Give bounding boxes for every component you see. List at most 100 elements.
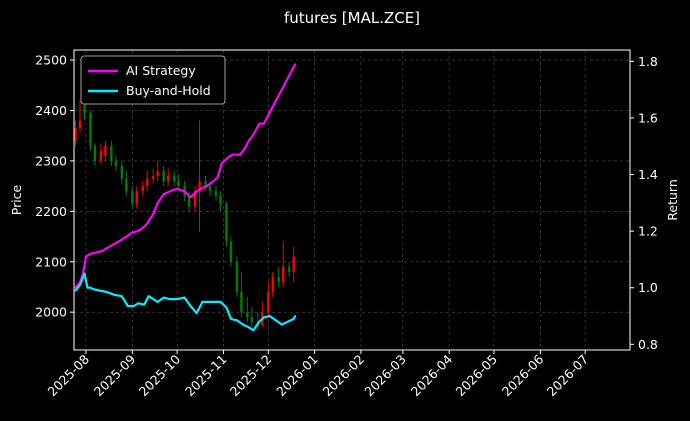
candle-body [93, 145, 97, 161]
series-point-ai-strategy [125, 235, 128, 238]
series-point-buy-and-hold [286, 320, 289, 323]
candle [125, 171, 128, 197]
candle-body [156, 171, 159, 177]
candle-body [74, 128, 77, 141]
candle-body [152, 176, 155, 179]
candle [141, 181, 144, 197]
candle-body [177, 181, 180, 187]
series-point-ai-strategy [152, 213, 155, 216]
candle [250, 307, 254, 328]
candle [146, 171, 149, 192]
candle [292, 246, 295, 282]
series-point-buy-and-hold [143, 303, 146, 306]
series-point-ai-strategy [274, 100, 277, 102]
series-point-ai-strategy [292, 66, 295, 68]
series-point-ai-strategy [280, 88, 283, 91]
series-point-ai-strategy [206, 184, 208, 187]
candle-body [120, 165, 124, 179]
candle [114, 155, 118, 172]
y-tick-label: 2100 [35, 254, 67, 269]
candle-body [282, 266, 285, 282]
series-point-buy-and-hold [120, 295, 123, 298]
series-point-buy-and-hold [113, 293, 116, 296]
y-tick-label: 2000 [35, 305, 67, 320]
series-point-buy-and-hold [86, 286, 89, 289]
candle-body [214, 191, 218, 197]
candle [277, 266, 280, 287]
legend: AI Strategy Buy-and-Hold [80, 55, 226, 105]
series-point-buy-and-hold [168, 298, 171, 300]
series-point-ai-strategy [231, 153, 234, 156]
y-tick-label: 2200 [35, 204, 67, 219]
series-point-buy-and-hold [162, 296, 165, 299]
candle [229, 236, 233, 267]
series-point-buy-and-hold [252, 329, 255, 332]
candle [282, 241, 285, 287]
y-tick-label: 2300 [35, 153, 67, 168]
candle-body [288, 266, 291, 272]
series-point-ai-strategy [247, 139, 250, 142]
candle [267, 281, 270, 315]
candle-body [225, 203, 228, 242]
candle-body [246, 312, 249, 318]
candle [135, 186, 138, 209]
series-point-ai-strategy [221, 162, 223, 165]
series-point-buy-and-hold [89, 286, 92, 289]
series-point-buy-and-hold [137, 302, 140, 305]
series-point-ai-strategy [137, 230, 140, 233]
series-point-buy-and-hold [247, 326, 250, 329]
series-point-ai-strategy [113, 242, 116, 245]
candle-body [110, 145, 113, 161]
y-tick-label: 2500 [35, 53, 67, 68]
candle [240, 271, 243, 318]
series-layer [74, 63, 297, 332]
candle-body [292, 256, 295, 272]
candle-body [83, 105, 86, 114]
candle-body [166, 176, 170, 182]
candle [89, 110, 92, 151]
series-point-buy-and-hold [176, 298, 179, 300]
candle-body [89, 113, 92, 146]
series-point-ai-strategy [101, 250, 104, 252]
series-point-ai-strategy [162, 193, 165, 196]
candle [74, 120, 77, 146]
candle [246, 297, 249, 323]
candle [152, 168, 155, 184]
candle-body [208, 186, 212, 192]
series-point-buy-and-hold [241, 323, 244, 326]
candle [271, 271, 274, 298]
candle-body [125, 178, 128, 192]
candle [104, 140, 107, 161]
series-point-buy-and-hold [189, 305, 192, 308]
candle [78, 100, 82, 134]
series-point-ai-strategy [210, 182, 213, 184]
y-axis-label: Price [9, 184, 24, 215]
series-point-buy-and-hold [83, 272, 86, 275]
series-point-buy-and-hold [152, 298, 155, 300]
series-point-ai-strategy [120, 238, 123, 241]
series-point-ai-strategy [89, 252, 92, 255]
series-point-buy-and-hold [201, 300, 204, 303]
series-point-buy-and-hold [292, 317, 295, 320]
series-point-buy-and-hold [147, 295, 150, 298]
candle-body [146, 178, 149, 187]
series-point-ai-strategy [156, 201, 159, 204]
plot-frame [73, 49, 631, 351]
candle [225, 201, 228, 247]
series-point-ai-strategy [95, 251, 98, 254]
series-point-buy-and-hold [225, 306, 228, 309]
candle [288, 261, 291, 277]
series-point-buy-and-hold [262, 316, 265, 319]
series-point-ai-strategy [183, 190, 186, 193]
candle-body [219, 196, 222, 204]
series-point-ai-strategy [258, 122, 261, 125]
series-point-buy-and-hold [126, 305, 129, 308]
y2-tick-label: 1.8 [638, 54, 658, 69]
series-point-buy-and-hold [280, 323, 283, 326]
candle-body [193, 191, 197, 207]
series-point-ai-strategy [294, 63, 297, 66]
series-point-buy-and-hold [274, 319, 277, 322]
series-point-ai-strategy [131, 231, 134, 234]
candle [162, 165, 165, 187]
candle [204, 176, 207, 192]
